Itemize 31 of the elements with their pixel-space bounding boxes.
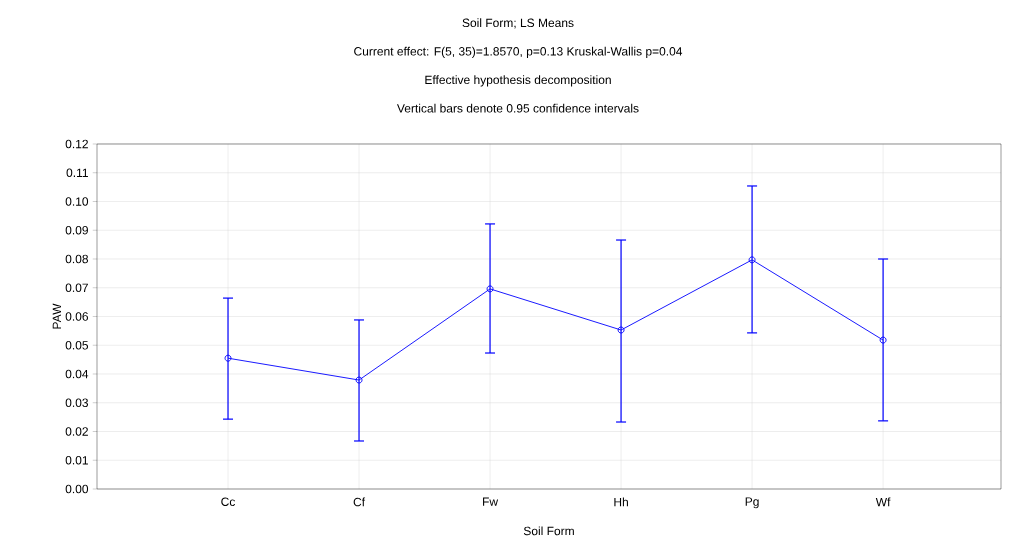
x-tick-label: Cc [221, 497, 236, 506]
x-tick-label: Cf [353, 497, 366, 507]
point [486, 285, 494, 293]
point [748, 256, 756, 264]
y-tick-label: 0.04 [65, 369, 89, 379]
x-axis-title: Soil Form [523, 526, 574, 536]
x-tick-label: Wf [875, 497, 891, 507]
x-tick-label: Hh [614, 497, 628, 507]
y-tick-label: 0.05 [65, 341, 89, 350]
y-tick-label: 0.12 [65, 139, 88, 149]
chart-subtitle: Current effect: F(5, 35)=1.8570, p=0.13 Kruskal-Wallis p=0.04 [354, 46, 683, 58]
chart-title: Soil Form; LS Means [462, 18, 574, 29]
y-axis-title: PAW [52, 303, 61, 329]
y-tick-label: 0.11 [66, 168, 88, 177]
y-tick-label: 0.00 [65, 484, 89, 494]
x-tick-label: Pg [745, 497, 759, 509]
y-tick-label: 0.10 [65, 197, 89, 206]
y-tick-label: 0.01 [65, 456, 88, 465]
point [617, 326, 625, 334]
y-tick-label: 0.07 [65, 283, 88, 292]
x-tick-label: Fw [483, 497, 499, 506]
y-tick-label: 0.02 [65, 427, 88, 436]
text: Vertical bars denote 0.95 confidence intervals [396, 103, 639, 113]
text: Effective hypothesis decomposition [425, 75, 611, 87]
point [879, 336, 887, 344]
y-tick-label: 0.03 [65, 398, 89, 407]
y-tick-label: 0.09 [65, 226, 88, 235]
point [355, 376, 363, 384]
point [224, 354, 232, 362]
y-tick-label: 0.08 [65, 254, 89, 264]
y-tick-label: 0.06 [65, 312, 89, 321]
